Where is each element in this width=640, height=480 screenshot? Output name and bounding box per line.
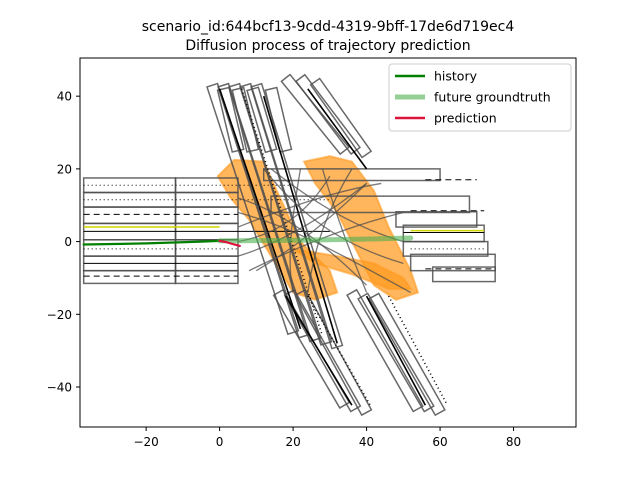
y-axis: −40 −20 0 20 40 bbox=[47, 90, 80, 395]
road-map bbox=[82, 73, 496, 417]
lane-boundary-box bbox=[174, 269, 239, 285]
lane-boundary-box bbox=[309, 77, 373, 159]
connecting-lane bbox=[321, 168, 368, 293]
y-tick-label: −40 bbox=[47, 381, 72, 395]
x-tick-label: 80 bbox=[506, 435, 521, 449]
lane-marking bbox=[365, 295, 427, 406]
legend-label-2: prediction bbox=[434, 111, 497, 126]
connecting-lane bbox=[256, 182, 368, 272]
legend-label-1: future groundtruth bbox=[434, 90, 551, 105]
lane-boundary-box bbox=[246, 86, 278, 154]
lane-boundary-box bbox=[216, 86, 245, 153]
lane-marking bbox=[240, 88, 324, 337]
lane-boundary-box bbox=[346, 288, 424, 413]
lane-marking bbox=[387, 295, 449, 406]
lane-boundary-box bbox=[250, 82, 344, 350]
connecting-lane bbox=[263, 168, 404, 265]
x-tick-label: 0 bbox=[216, 435, 224, 449]
series-line-0 bbox=[82, 239, 221, 246]
trajectories bbox=[82, 235, 414, 248]
y-tick-label: 20 bbox=[57, 162, 72, 176]
diffusion-sample bbox=[292, 247, 413, 290]
x-tick-label: 20 bbox=[285, 435, 300, 449]
lane-boundary-box bbox=[402, 240, 489, 257]
lane-marking bbox=[218, 88, 302, 330]
connecting-lane bbox=[237, 197, 368, 286]
series-line-2 bbox=[218, 239, 241, 248]
lane-boundary-box bbox=[357, 292, 435, 413]
lane-boundary-box bbox=[231, 86, 260, 153]
legend-label-0: history bbox=[434, 69, 478, 84]
plot-frame bbox=[79, 57, 577, 428]
connecting-lane bbox=[237, 182, 367, 257]
y-tick-label: −20 bbox=[47, 308, 72, 322]
y-tick-label: 40 bbox=[57, 90, 72, 104]
chart-title-line-1: scenario_id:644bcf13-9cdd-4319-9bff-17de… bbox=[142, 19, 515, 35]
lane-marking bbox=[307, 88, 368, 170]
lane-boundary-box bbox=[395, 211, 478, 228]
lane-boundary-box bbox=[239, 82, 333, 346]
lane-boundary-box bbox=[294, 73, 362, 156]
series-line-1 bbox=[217, 235, 414, 244]
lane-boundary-box bbox=[228, 82, 322, 343]
legend-box bbox=[388, 63, 572, 132]
lane-marking bbox=[307, 295, 371, 406]
legend: history future groundtruth prediction bbox=[388, 63, 572, 132]
chart-title-line-2: Diffusion process of trajectory predicti… bbox=[185, 38, 470, 54]
lane-boundary-box bbox=[431, 266, 496, 283]
y-tick-label: 0 bbox=[64, 235, 72, 249]
connecting-lane bbox=[307, 168, 353, 293]
connecting-lane bbox=[289, 168, 302, 293]
lane-boundary-box bbox=[280, 73, 350, 156]
x-tick-label: 60 bbox=[432, 435, 447, 449]
x-axis: −20 0 20 40 60 80 bbox=[133, 427, 521, 449]
plot-area bbox=[82, 73, 496, 417]
lane-boundary-box bbox=[409, 253, 496, 272]
x-tick-label: −20 bbox=[133, 435, 158, 449]
lane-boundary-box bbox=[206, 82, 300, 336]
lane-boundary-box bbox=[368, 292, 446, 417]
connecting-lane bbox=[270, 168, 404, 243]
lane-boundary-box bbox=[270, 195, 471, 214]
lane-marking bbox=[285, 295, 353, 406]
connecting-lane bbox=[237, 211, 411, 294]
lane-marking bbox=[262, 95, 338, 344]
x-tick-label: 40 bbox=[359, 435, 374, 449]
